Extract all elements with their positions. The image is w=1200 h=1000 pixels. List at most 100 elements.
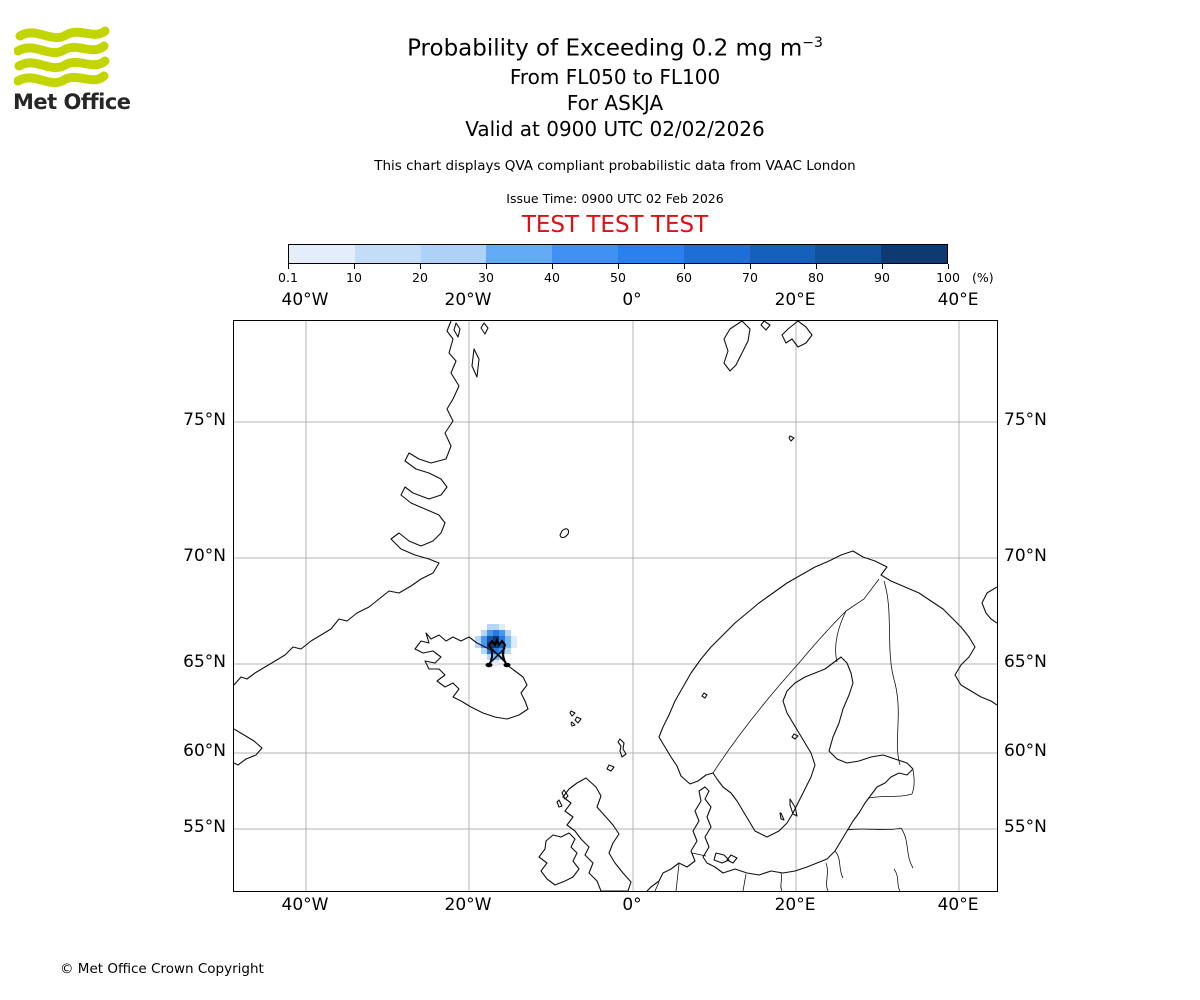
lon-label-top-4: 40°E [937, 290, 979, 310]
plume-cell [505, 642, 511, 648]
lat-label-right-4: 55°N [1004, 817, 1047, 837]
lat-label-right-2: 65°N [1004, 652, 1047, 672]
lat-label-left-1: 70°N [183, 546, 226, 566]
plume-cell [493, 636, 499, 642]
colorbar-tick-mark [552, 264, 553, 269]
colorbar-tick-mark [882, 264, 883, 269]
colorbar-tick-mark [486, 264, 487, 269]
colorbar-tick-mark [354, 264, 355, 269]
colorbar-tick-label: 100 [936, 270, 960, 285]
valid-time-line: Valid at 0900 UTC 02/02/2026 [465, 116, 765, 141]
lon-label-top-3: 20°E [774, 290, 816, 310]
plume-cell [481, 642, 487, 648]
colorbar-tick-mark [288, 264, 289, 269]
lat-label-left-3: 60°N [183, 741, 226, 761]
lon-label-bottom-1: 20°W [444, 895, 492, 915]
map-frame [233, 320, 998, 892]
colorbar-tick-mark [684, 264, 685, 269]
lon-label-bottom-2: 0° [622, 895, 642, 915]
plume-cell [493, 624, 499, 630]
issue-time: Issue Time: 0900 UTC 02 Feb 2026 [506, 191, 724, 206]
country-borders [654, 578, 915, 891]
volcano-line: For ASKJA [566, 90, 664, 115]
colorbar-tick-label: 70 [742, 270, 758, 285]
copyright-footer: © Met Office Crown Copyright [60, 961, 264, 977]
plume-cell [505, 630, 511, 636]
lon-label-top-2: 0° [622, 290, 642, 310]
colorbar-tick-label: 0.1 [278, 270, 298, 285]
lat-label-left-4: 55°N [183, 817, 226, 837]
plume-cell [499, 630, 505, 636]
colorbar-segment-8 [815, 245, 882, 263]
plume-cell [481, 630, 487, 636]
volcano-marker [485, 637, 511, 668]
flight-level-line: From FL050 to FL100 [509, 64, 721, 89]
colorbar-segment-0 [289, 245, 355, 263]
title-exponent: −3 [802, 35, 823, 51]
plume-cell [493, 630, 499, 636]
logo-waves-icon [13, 26, 110, 88]
plume-cell [505, 636, 511, 642]
colorbar-tick-mark [420, 264, 421, 269]
plume-cell [499, 642, 505, 648]
plume-cell [487, 624, 493, 630]
plume-cell [493, 660, 499, 666]
colorbar-tick-label: 90 [874, 270, 890, 285]
met-office-logo [13, 26, 114, 94]
lat-label-right-1: 70°N [1004, 546, 1047, 566]
colorbar-segment-6 [683, 245, 750, 263]
colorbar-tick-label: 30 [478, 270, 494, 285]
plume-cell [499, 654, 505, 660]
map-canvas [234, 321, 997, 891]
colorbar-segment-9 [881, 245, 947, 263]
colorbar-segment-5 [617, 245, 684, 263]
colorbar-tick-label: 40 [544, 270, 560, 285]
colorbar-segment-2 [420, 245, 487, 263]
colorbar-segment-3 [486, 245, 553, 263]
plume-cell [487, 636, 493, 642]
colorbar-tick-label: 10 [346, 270, 362, 285]
plume-cell [511, 642, 517, 648]
lat-label-right-0: 75°N [1004, 410, 1047, 430]
plume-cell [487, 654, 493, 660]
colorbar-tick-mark [750, 264, 751, 269]
colorbar-tick-label: 60 [676, 270, 692, 285]
plume-cell [499, 624, 505, 630]
plume-cell [481, 648, 487, 654]
plume-cell [481, 636, 487, 642]
title-block: Probability of Exceeding 0.2 mg m−3 From… [15, 28, 1200, 142]
test-banner: TEST TEST TEST [521, 212, 709, 238]
colorbar-tick-label: 50 [610, 270, 626, 285]
lon-label-bottom-0: 40°W [281, 895, 329, 915]
plume-cell [475, 642, 481, 648]
plume-cell [487, 630, 493, 636]
colorbar-tick-mark [816, 264, 817, 269]
plume-cell [487, 648, 493, 654]
colorbar-tick-mark [948, 264, 949, 269]
lon-label-bottom-3: 20°E [774, 895, 816, 915]
colorbar-segment-1 [354, 245, 421, 263]
plume-cell [511, 636, 517, 642]
lon-label-bottom-4: 40°E [937, 895, 979, 915]
graticule-gridlines [234, 321, 997, 891]
plume-cell [475, 636, 481, 642]
lon-label-top-1: 20°W [444, 290, 492, 310]
page-title: Probability of Exceeding 0.2 mg m−3 [407, 35, 823, 62]
plume-cell [499, 636, 505, 642]
coastlines [234, 321, 997, 891]
logo-brand-text: Met Office [13, 90, 131, 114]
plume-cell [505, 648, 511, 654]
lat-label-left-2: 65°N [183, 652, 226, 672]
lon-label-top-0: 40°W [281, 290, 329, 310]
colorbar-tick-label: 20 [412, 270, 428, 285]
lat-label-right-3: 60°N [1004, 741, 1047, 761]
colorbar-segment-4 [552, 245, 618, 263]
colorbar-tick-mark [618, 264, 619, 269]
colorbar-tick-label: 80 [808, 270, 824, 285]
colorbar-unit-label: (%) [972, 270, 994, 285]
lat-label-left-0: 75°N [183, 410, 226, 430]
probability-colorbar [288, 244, 948, 264]
colorbar-segment-7 [749, 245, 816, 263]
plume-cell [493, 648, 499, 654]
